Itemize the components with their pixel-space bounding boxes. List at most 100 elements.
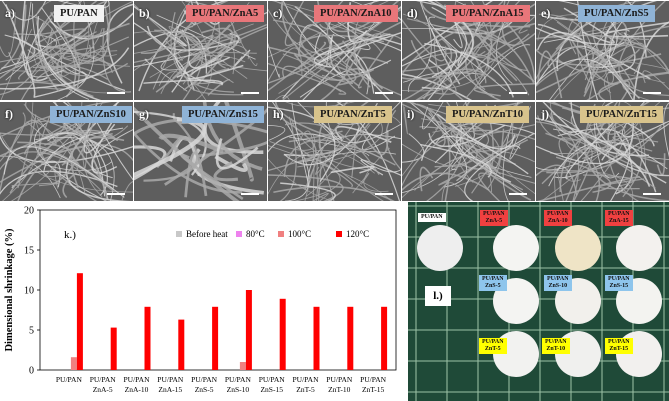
fiber xyxy=(284,122,380,176)
sample-label: PU/PAN/ZnT5 xyxy=(314,106,392,123)
fiber xyxy=(615,130,633,195)
scale-bar xyxy=(375,92,393,94)
fiber xyxy=(11,160,61,189)
fiber xyxy=(315,6,401,56)
panel-letter: f) xyxy=(5,107,13,121)
bar xyxy=(76,273,83,370)
x-tick-label: PU/PAN xyxy=(360,375,387,384)
fiber xyxy=(279,116,297,201)
fiber xyxy=(545,132,600,201)
sample-photo: PU/PAN PU/PAN ZnA-5 PU/PAN ZnA-10 PU/PAN Zn… xyxy=(408,202,669,401)
fiber xyxy=(436,113,516,150)
fiber xyxy=(4,4,36,97)
fiber xyxy=(402,129,535,187)
fiber xyxy=(274,95,290,100)
scale-bar xyxy=(107,92,125,94)
fiber xyxy=(548,141,668,187)
fiber xyxy=(536,121,580,201)
fiber xyxy=(182,19,225,63)
fiber xyxy=(39,28,87,42)
bar xyxy=(144,306,151,370)
fiber xyxy=(402,18,447,62)
y-tick-label: 5 xyxy=(29,326,34,337)
fiber xyxy=(134,31,169,72)
fiber xyxy=(50,11,77,98)
fiber xyxy=(420,143,492,178)
fiber xyxy=(102,27,132,93)
sem-panel-b: b) PU/PAN/ZnA5 xyxy=(134,1,267,100)
fiber xyxy=(156,14,256,60)
legend-label: 100°C xyxy=(288,229,311,239)
fiber xyxy=(184,151,208,198)
sample-label: PU/PAN/ZnA10 xyxy=(314,5,398,22)
fiber xyxy=(21,1,48,82)
sem-panel-j: j) PU/PAN/ZnT15 xyxy=(536,102,669,201)
fiber xyxy=(624,25,669,51)
fiber xyxy=(37,108,78,157)
fiber xyxy=(3,146,125,198)
fiber xyxy=(347,35,383,53)
fiber xyxy=(536,27,619,46)
fiber xyxy=(0,44,81,89)
fiber xyxy=(35,1,62,58)
legend-label: Before heat xyxy=(186,229,228,239)
fiber xyxy=(454,28,535,85)
fiber xyxy=(402,48,457,100)
fiber xyxy=(536,43,632,87)
legend-label: 80°C xyxy=(246,229,265,239)
fiber xyxy=(420,1,531,28)
bar xyxy=(313,306,320,370)
fiber xyxy=(29,50,118,83)
sample-label: PU/PAN/ZnS10 xyxy=(50,106,132,123)
fiber xyxy=(402,103,478,168)
fiber xyxy=(474,36,520,91)
fiber xyxy=(138,1,227,92)
fiber xyxy=(268,145,392,201)
sample-tag: PU/PAN ZnS-10 xyxy=(544,275,572,291)
fiber xyxy=(565,112,625,180)
fiber xyxy=(37,125,129,155)
fiber xyxy=(70,136,125,189)
fiber xyxy=(134,131,243,194)
y-axis-label: Dimensional shrinkage (%) xyxy=(4,228,15,352)
bar xyxy=(347,306,354,370)
x-tick-label: ZnT-15 xyxy=(362,385,384,394)
panel-letter: b) xyxy=(139,6,150,20)
fiber xyxy=(536,164,578,196)
bar xyxy=(212,306,219,370)
x-tick-label: PU/PAN xyxy=(157,375,184,384)
fiber xyxy=(434,122,535,144)
fiber-texture xyxy=(134,1,267,100)
sample-tag: PU/PAN ZnT-5 xyxy=(479,338,507,354)
fiber xyxy=(478,172,524,201)
sample-disc xyxy=(555,225,601,271)
fiber xyxy=(203,102,264,154)
fiber xyxy=(282,33,382,100)
sem-image-grid: a) PU/PAN b) PU/PAN/ZnA5 c) PU/PAN/ZnA10… xyxy=(0,1,669,201)
sample-label: PU/PAN/ZnS15 xyxy=(182,106,264,123)
fiber xyxy=(187,45,227,66)
fiber xyxy=(414,150,535,191)
fiber xyxy=(25,102,107,140)
sem-panel-i: i) PU/PAN/ZnT10 xyxy=(402,102,535,201)
fiber xyxy=(536,176,641,201)
sample-disc xyxy=(493,225,539,271)
fiber xyxy=(187,58,244,80)
fiber xyxy=(291,102,310,186)
sample-label: PU/PAN xyxy=(54,5,104,22)
fiber xyxy=(419,126,461,131)
fiber xyxy=(424,42,514,98)
fiber xyxy=(160,55,246,94)
fiber xyxy=(599,178,645,190)
bar xyxy=(70,357,77,370)
fiber xyxy=(214,154,248,172)
fiber xyxy=(329,36,392,76)
fiber xyxy=(179,17,221,54)
sample-tag: PU/PAN ZnA-10 xyxy=(544,210,572,226)
fiber xyxy=(37,16,102,100)
panel-letter: i) xyxy=(407,107,415,121)
fiber xyxy=(34,122,108,201)
fiber xyxy=(273,185,395,201)
fiber xyxy=(281,1,336,76)
fiber xyxy=(451,130,492,171)
